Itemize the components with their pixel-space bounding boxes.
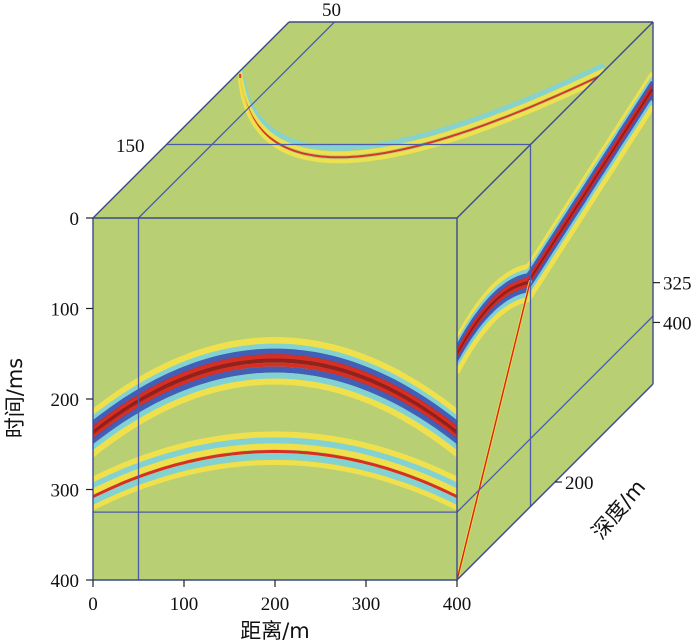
event-1-band — [93, 362, 457, 455]
event-2-band — [93, 453, 457, 515]
cube-edge — [456, 21, 654, 219]
top-event-band — [237, 62, 606, 151]
top-event-band — [238, 68, 605, 156]
right-event-band — [457, 88, 653, 357]
slice-label-top: 50 — [322, 0, 341, 21]
event-2-band — [93, 449, 457, 508]
x-tick-label: 100 — [170, 594, 199, 615]
time-axis-title: 时间/ms — [3, 358, 27, 438]
right-event-band — [457, 95, 653, 365]
event-1-band — [93, 378, 457, 473]
event-1-band — [93, 337, 457, 432]
event-1-band — [93, 343, 457, 438]
right-event-band — [457, 71, 653, 342]
right-event-band — [457, 100, 653, 370]
t-tick-label: 0 — [70, 209, 80, 230]
front-face — [93, 218, 457, 580]
depth-axis-title: 深度/m — [587, 475, 650, 544]
slice-label-left: 150 — [116, 136, 145, 157]
right-event-band — [457, 80, 653, 350]
x-tick-label: 400 — [443, 594, 472, 615]
x-tick-label: 0 — [88, 594, 98, 615]
top-face-events — [237, 62, 606, 164]
t-tick-label: 200 — [51, 390, 80, 411]
right-event-band — [457, 104, 653, 374]
event-1-band — [93, 354, 457, 447]
time-axis: 0 100 200 300 400 — [51, 209, 93, 592]
t-tick-label: 400 — [51, 571, 80, 592]
slice-lines — [93, 21, 654, 580]
event-2-band — [93, 459, 457, 520]
event-1-band — [93, 366, 457, 461]
cube-edges — [92, 21, 654, 581]
x-tick-label: 200 — [261, 594, 290, 615]
time-slice-right — [456, 315, 654, 513]
t-tick-label: 300 — [51, 481, 80, 502]
right-diagonal-event — [457, 280, 532, 580]
front-face-events — [93, 337, 457, 520]
event-2-band — [93, 437, 457, 499]
depth-axis: 200 325 400 — [555, 274, 692, 494]
event-1-band — [93, 358, 457, 451]
cube-edge — [92, 21, 290, 219]
top-event-band — [239, 73, 605, 159]
depth-tick-label: 400 — [663, 313, 692, 334]
event-1-band — [93, 348, 457, 443]
event-2-band — [93, 431, 457, 493]
depth-tick-label: 200 — [565, 473, 594, 494]
right-event-band — [457, 85, 653, 354]
right-face-events — [457, 71, 653, 580]
cube-faces — [93, 22, 653, 580]
inline-slice-top — [138, 21, 335, 219]
x-axis: 0 100 200 300 400 — [88, 580, 471, 615]
event-1-band — [93, 372, 457, 467]
event-2-band — [93, 443, 457, 505]
top-face — [93, 22, 653, 218]
x-axis-title: 距离/m — [240, 619, 310, 643]
t-tick-label: 100 — [51, 300, 80, 321]
x-tick-label: 300 — [352, 594, 381, 615]
depth-tick-label: 325 — [663, 274, 692, 295]
top-event-band — [238, 76, 605, 164]
